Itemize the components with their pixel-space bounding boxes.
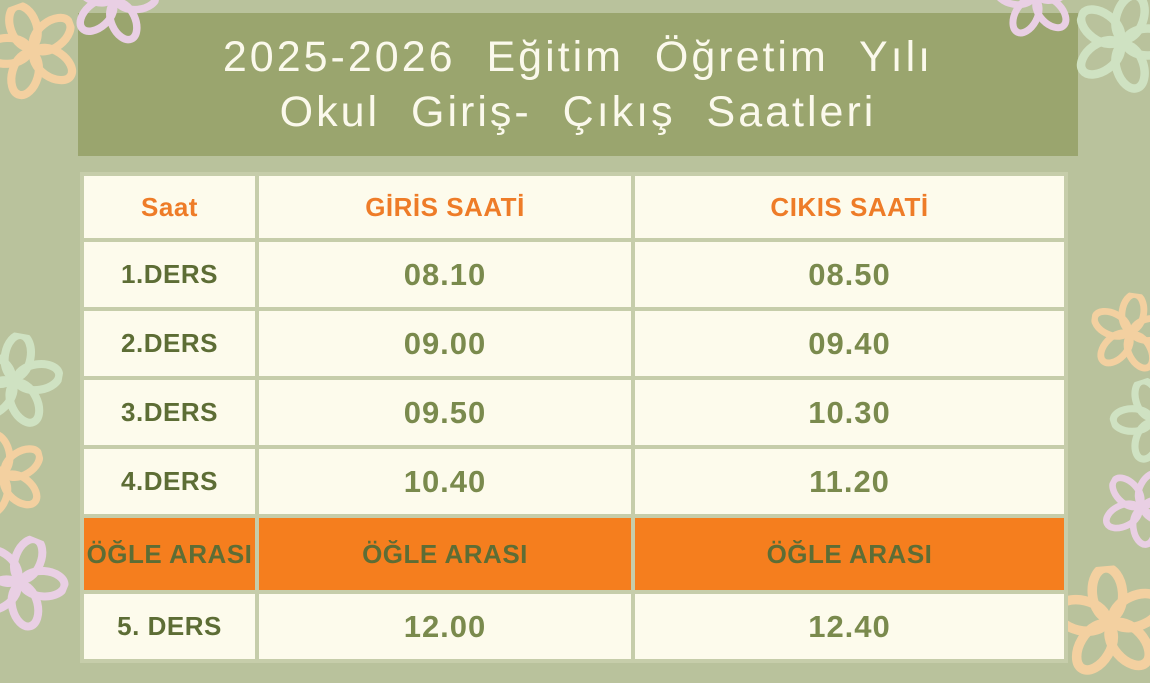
lesson-label-cell: 1.DERS <box>84 242 255 307</box>
table-row: 4.DERS 10.40 11.20 <box>84 449 1064 514</box>
flower-icon <box>1085 288 1150 378</box>
lunch-break-cell: ÖĞLE ARASI <box>84 518 255 590</box>
flower-icon <box>1101 367 1150 473</box>
table-row: 2.DERS 09.00 09.40 <box>84 311 1064 376</box>
schedule-table: Saat GİRİS SAATİ CIKIS SAATİ 1.DERS 08.1… <box>80 172 1068 663</box>
entry-time-cell: 09.50 <box>259 380 631 445</box>
exit-time-cell: 10.30 <box>635 380 1064 445</box>
exit-time-cell: 08.50 <box>635 242 1064 307</box>
table-row: 1.DERS 08.10 08.50 <box>84 242 1064 307</box>
page-title-line-1: 2025-2026 Eğitim Öğretim Yılı <box>222 32 934 81</box>
lesson-label-cell: 2.DERS <box>84 311 255 376</box>
lesson-label-cell: 3.DERS <box>84 380 255 445</box>
table-header-row: Saat GİRİS SAATİ CIKIS SAATİ <box>84 176 1064 238</box>
lunch-break-cell: ÖĞLE ARASI <box>259 518 631 590</box>
header-saat: Saat <box>84 176 255 238</box>
header-giris-saati: GİRİS SAATİ <box>259 176 631 238</box>
lunch-break-row: ÖĞLE ARASI ÖĞLE ARASI ÖĞLE ARASI <box>84 518 1064 590</box>
flower-icon <box>0 423 55 527</box>
exit-time-cell: 11.20 <box>635 449 1064 514</box>
entry-time-cell: 10.40 <box>259 449 631 514</box>
table-row: 5. DERS 12.00 12.40 <box>84 594 1064 659</box>
flower-icon <box>0 325 69 435</box>
exit-time-cell: 12.40 <box>635 594 1064 659</box>
page-title-line-2: Okul Giriş- Çıkış Saatleri <box>279 87 877 136</box>
flower-icon <box>0 521 80 643</box>
exit-time-cell: 09.40 <box>635 311 1064 376</box>
lesson-label-cell: 4.DERS <box>84 449 255 514</box>
flower-icon <box>1088 454 1150 559</box>
title-banner: 2025-2026 Eğitim Öğretim Yılı Okul Giriş… <box>78 13 1078 156</box>
lesson-label-cell: 5. DERS <box>84 594 255 659</box>
entry-time-cell: 12.00 <box>259 594 631 659</box>
table-row: 3.DERS 09.50 10.30 <box>84 380 1064 445</box>
entry-time-cell: 08.10 <box>259 242 631 307</box>
lunch-break-cell: ÖĞLE ARASI <box>635 518 1064 590</box>
header-cikis-saati: CIKIS SAATİ <box>635 176 1064 238</box>
entry-time-cell: 09.00 <box>259 311 631 376</box>
